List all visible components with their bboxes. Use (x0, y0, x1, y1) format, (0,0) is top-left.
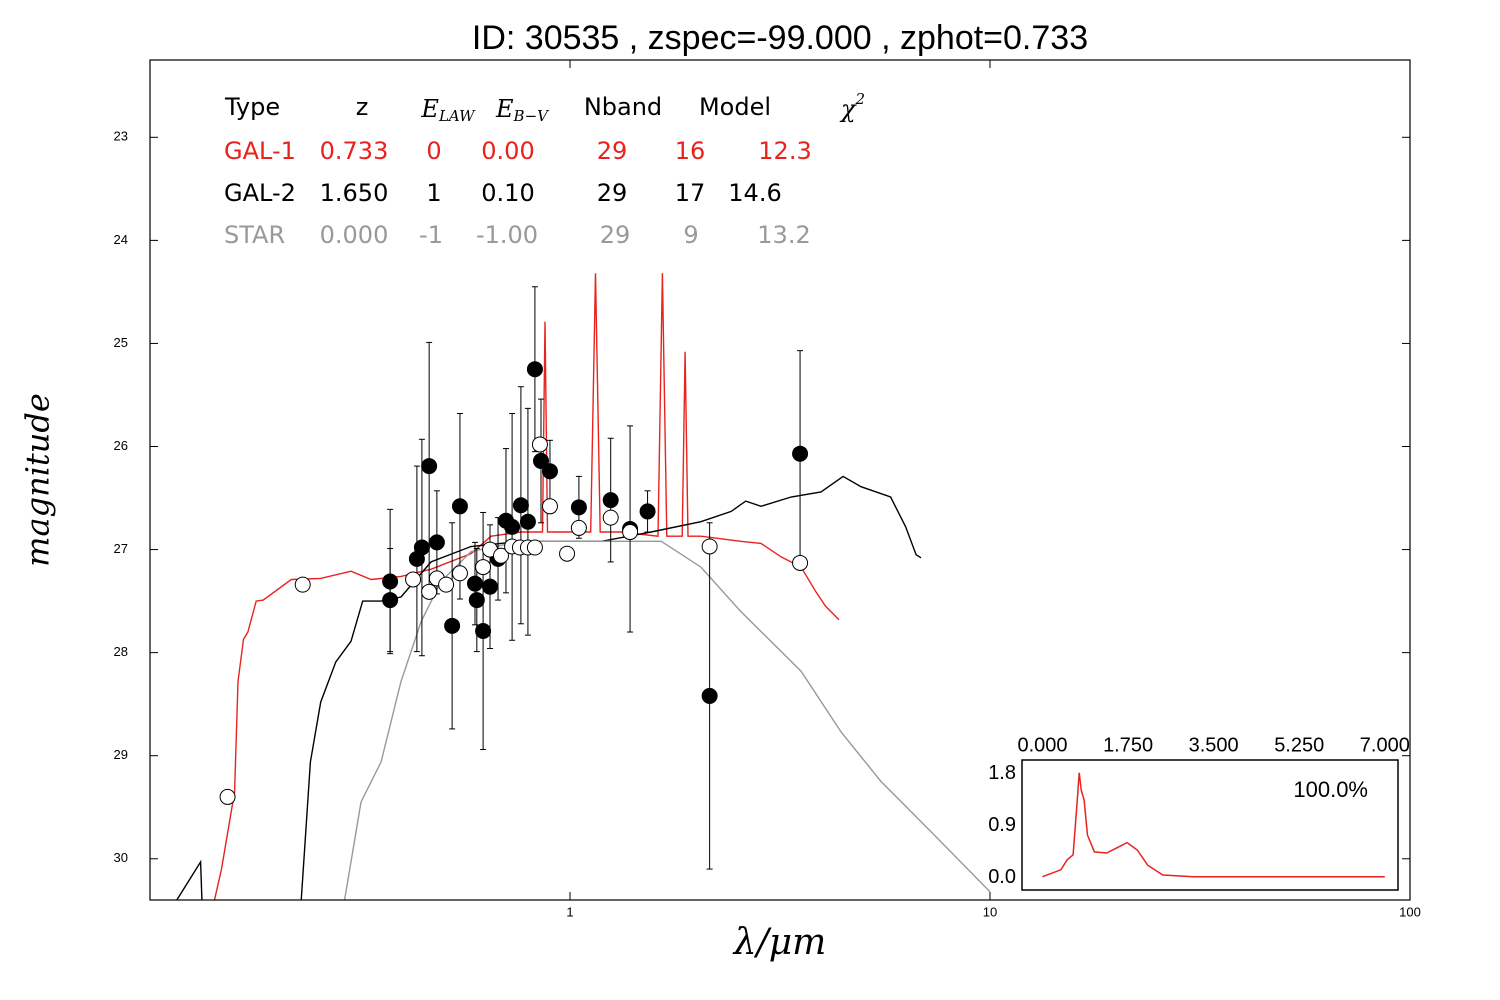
data-point (541, 498, 558, 515)
table-cell: 17 (675, 179, 706, 207)
table-cell: 16 (675, 137, 706, 165)
data-point (421, 458, 438, 475)
table-cell: 0 (426, 137, 441, 165)
table-cell: 29 (597, 137, 628, 165)
photometry (219, 286, 809, 870)
table-cell: 13.2 (757, 221, 810, 249)
data-point (532, 452, 549, 469)
data-point (570, 519, 587, 536)
inset-y-tick-label: 0.9 (988, 814, 1016, 836)
table-cell: GAL-2 (224, 179, 296, 207)
data-point (519, 513, 536, 530)
data-point (531, 436, 548, 453)
y-axis-label: magnitude (19, 393, 57, 567)
model-lines (175, 273, 991, 900)
model-line (343, 540, 991, 900)
table-header: EB−V (495, 95, 550, 126)
table-cell: 9 (683, 221, 698, 249)
data-point (466, 575, 483, 592)
data-point (701, 687, 718, 704)
data-point (421, 583, 438, 600)
table-header: Type (224, 93, 280, 121)
data-point (570, 499, 587, 516)
inset-annotation: 100.0% (1293, 777, 1368, 802)
inset-y-tick-label: 1.8 (988, 762, 1016, 784)
table-header: Nband (584, 93, 662, 121)
data-point (451, 565, 468, 582)
table-cell: 0.10 (481, 179, 534, 207)
data-point (541, 463, 558, 480)
data-point (438, 576, 455, 593)
inset-x-tick-label: 5.250 (1274, 734, 1324, 756)
table-cell: 0.733 (320, 137, 389, 165)
data-point (382, 592, 399, 609)
inset-x-tick-label: 3.500 (1189, 734, 1239, 756)
table-header: ELAW (420, 95, 476, 126)
data-point (622, 524, 639, 541)
inset-x-tick-label: 1.750 (1103, 734, 1153, 756)
pdz-line (1042, 772, 1385, 878)
table-cell: GAL-1 (224, 137, 296, 165)
data-point (294, 576, 311, 593)
x-tick-label: 10 (983, 904, 997, 919)
y-tick-label: 25 (114, 335, 128, 350)
data-point (482, 578, 499, 595)
data-point (475, 559, 492, 576)
data-point (451, 498, 468, 515)
table-cell: 12.3 (758, 137, 811, 165)
x-tick-label: 1 (566, 904, 573, 919)
data-point (602, 492, 619, 509)
data-point (444, 617, 461, 634)
inset-x-tick-label: 7.000 (1360, 734, 1410, 756)
data-point (428, 534, 445, 551)
data-point (504, 518, 521, 535)
table-cell: 1.650 (320, 179, 389, 207)
data-point (526, 361, 543, 378)
inset-x-tick-label: 0.000 (1018, 734, 1068, 756)
data-point (602, 509, 619, 526)
table-header: z (356, 93, 369, 121)
y-tick-label: 28 (114, 644, 128, 659)
x-axis-label: λ/μm (732, 922, 826, 963)
data-point (405, 571, 422, 588)
table-cell: 14.6 (728, 179, 781, 207)
table-cell: -1.00 (476, 221, 538, 249)
table-cell: 1 (426, 179, 441, 207)
table-cell: STAR (224, 221, 285, 249)
y-tick-label: 29 (114, 747, 128, 762)
table-cell: 29 (600, 221, 631, 249)
table-header: χ2 (839, 90, 865, 123)
y-tick-label: 24 (114, 232, 128, 247)
table-cell: -1 (419, 221, 443, 249)
table-header: Model (699, 93, 771, 121)
data-point (413, 539, 430, 556)
data-point (526, 539, 543, 556)
y-tick-label: 27 (114, 541, 128, 556)
data-point (475, 622, 492, 639)
plot-frame (149, 59, 1411, 901)
inset-lines (1042, 772, 1385, 878)
data-point (639, 503, 656, 520)
data-point (792, 554, 809, 571)
chart-title: ID: 30535 , zspec=-99.000 , zphot=0.733 (472, 19, 1088, 57)
data-point (468, 592, 485, 609)
inset-y-tick-label: 0.0 (988, 866, 1016, 888)
data-point (492, 547, 509, 564)
table-cell: 29 (597, 179, 628, 207)
data-point (512, 497, 529, 514)
y-tick-label: 23 (114, 129, 128, 144)
table-cell: 0.00 (481, 137, 534, 165)
inset-frame (1021, 759, 1399, 891)
y-tick-label: 30 (114, 850, 128, 865)
y-tick-label: 26 (114, 438, 128, 453)
x-tick-label: 100 (1399, 904, 1421, 919)
data-point (219, 788, 236, 805)
model-line (175, 475, 922, 900)
model-line (213, 273, 840, 900)
data-point (701, 538, 718, 555)
data-point (792, 445, 809, 462)
data-point (559, 545, 576, 562)
table-cell: 0.000 (320, 221, 389, 249)
